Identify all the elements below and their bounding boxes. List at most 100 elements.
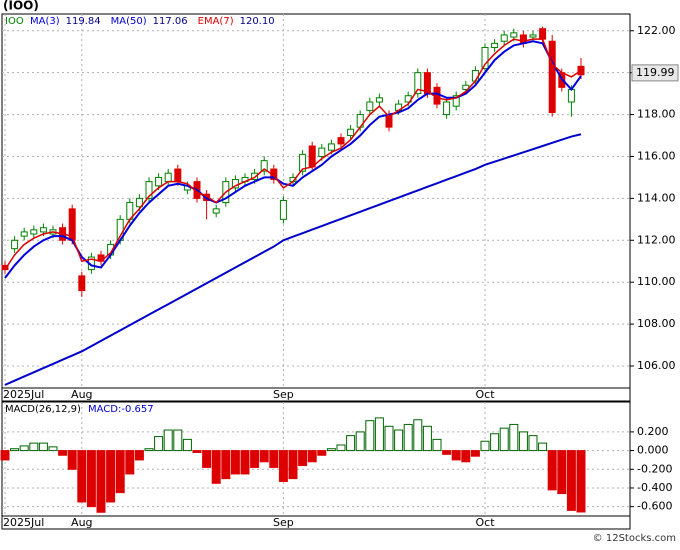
macd-bar xyxy=(58,450,68,456)
candle-body xyxy=(174,168,182,183)
macd-bar xyxy=(442,450,452,455)
candle-body xyxy=(366,101,374,111)
candle-body xyxy=(529,34,537,38)
candle-body xyxy=(20,231,28,237)
candle-body xyxy=(327,143,335,151)
candle-body xyxy=(135,197,143,208)
candle-body xyxy=(212,208,220,214)
date-strip xyxy=(1,515,631,530)
x-tick-label: Oct xyxy=(475,516,495,529)
line-series xyxy=(4,40,582,279)
candle-body xyxy=(11,239,19,250)
candle-body xyxy=(30,229,38,235)
macd-bar xyxy=(509,423,519,452)
x-tick-label: 2025Jul xyxy=(3,516,44,529)
macd-bar xyxy=(77,450,87,503)
candle-body xyxy=(337,137,345,145)
macd-bar xyxy=(96,450,106,513)
y-tick-label: 108.00 xyxy=(637,317,676,330)
x-tick-label: 2025Jul xyxy=(3,388,44,401)
candle-body xyxy=(164,172,172,183)
macd-bar xyxy=(192,450,202,453)
legend-label: EMA(7) xyxy=(198,16,234,27)
macd-bar xyxy=(566,450,576,511)
y-tick-label: -0.600 xyxy=(637,500,672,513)
x-tick-label: Sep xyxy=(273,388,294,401)
macd-bar xyxy=(499,427,509,452)
macd-bar xyxy=(154,436,164,452)
macd-bar xyxy=(106,450,116,503)
macd-bar xyxy=(576,450,586,513)
candle-body xyxy=(539,28,547,40)
macd-bar xyxy=(384,425,394,452)
macd-bar xyxy=(0,450,10,461)
candle-body xyxy=(414,72,422,95)
macd-bar xyxy=(451,450,461,461)
macd-bar xyxy=(48,446,58,452)
macd-bar xyxy=(480,440,490,452)
candle-body xyxy=(318,147,326,157)
candle-body xyxy=(510,32,518,38)
candle-body xyxy=(78,275,86,292)
macd-bar xyxy=(230,450,240,475)
last-price-box xyxy=(631,64,679,82)
macd-bar xyxy=(528,435,538,452)
macd-bar xyxy=(307,450,317,463)
macd-bar xyxy=(38,442,48,452)
line-series xyxy=(4,133,582,386)
y-tick-label: 114.00 xyxy=(637,191,676,204)
macd-bar xyxy=(173,429,183,452)
candle-body xyxy=(308,145,316,168)
macd-bar xyxy=(365,420,375,452)
legend-value: 119.84 xyxy=(66,16,101,27)
macd-bar xyxy=(470,450,480,457)
candle-body xyxy=(279,199,287,220)
line-series xyxy=(4,38,582,271)
macd-bar xyxy=(19,445,29,452)
macd-bar xyxy=(547,450,557,491)
macd-bar xyxy=(240,450,250,475)
macd-bar xyxy=(163,429,173,452)
y-tick-label: 122.00 xyxy=(637,24,676,37)
candle-body xyxy=(155,176,163,187)
x-tick-label: Aug xyxy=(71,516,92,529)
macd-bar xyxy=(288,450,298,480)
macd-bar xyxy=(374,417,384,452)
macd-bar xyxy=(518,431,528,452)
macd-bar xyxy=(202,450,212,468)
macd-bar xyxy=(250,450,260,468)
macd-bar xyxy=(432,438,442,452)
macd-bar xyxy=(413,419,423,452)
y-tick-label: 0.000 xyxy=(637,444,669,457)
y-tick-label: 110.00 xyxy=(637,275,676,288)
macd-bar xyxy=(403,423,413,452)
macd-bar xyxy=(336,444,346,452)
x-tick-label: Sep xyxy=(273,516,294,529)
y-tick-label: 0.200 xyxy=(637,425,669,438)
candle-body xyxy=(481,47,489,69)
candle-body xyxy=(500,34,508,42)
macd-bar xyxy=(134,450,144,461)
legend-value: 117.06 xyxy=(153,16,188,27)
macd-bar xyxy=(211,450,221,484)
watermark: © 12Stocks.com xyxy=(593,533,676,544)
macd-bar xyxy=(67,450,77,470)
price-panel xyxy=(1,13,631,389)
macd-bar xyxy=(259,450,269,463)
macd-legend: MACD:-0.657 xyxy=(88,404,154,415)
macd-bar xyxy=(125,450,135,475)
macd-bar xyxy=(355,431,365,452)
date-strip xyxy=(1,387,631,402)
macd-bar xyxy=(115,450,125,494)
symbol: IOO xyxy=(5,16,24,27)
macd-bar xyxy=(490,433,500,452)
macd-bar xyxy=(144,448,154,452)
candle-body xyxy=(491,42,499,49)
candle-body xyxy=(443,101,451,116)
y-tick-label: -0.400 xyxy=(637,481,672,494)
y-tick-label: 118.00 xyxy=(637,108,676,121)
candle-body xyxy=(299,153,307,172)
macd-bar xyxy=(269,450,279,468)
macd-bar xyxy=(557,450,567,495)
